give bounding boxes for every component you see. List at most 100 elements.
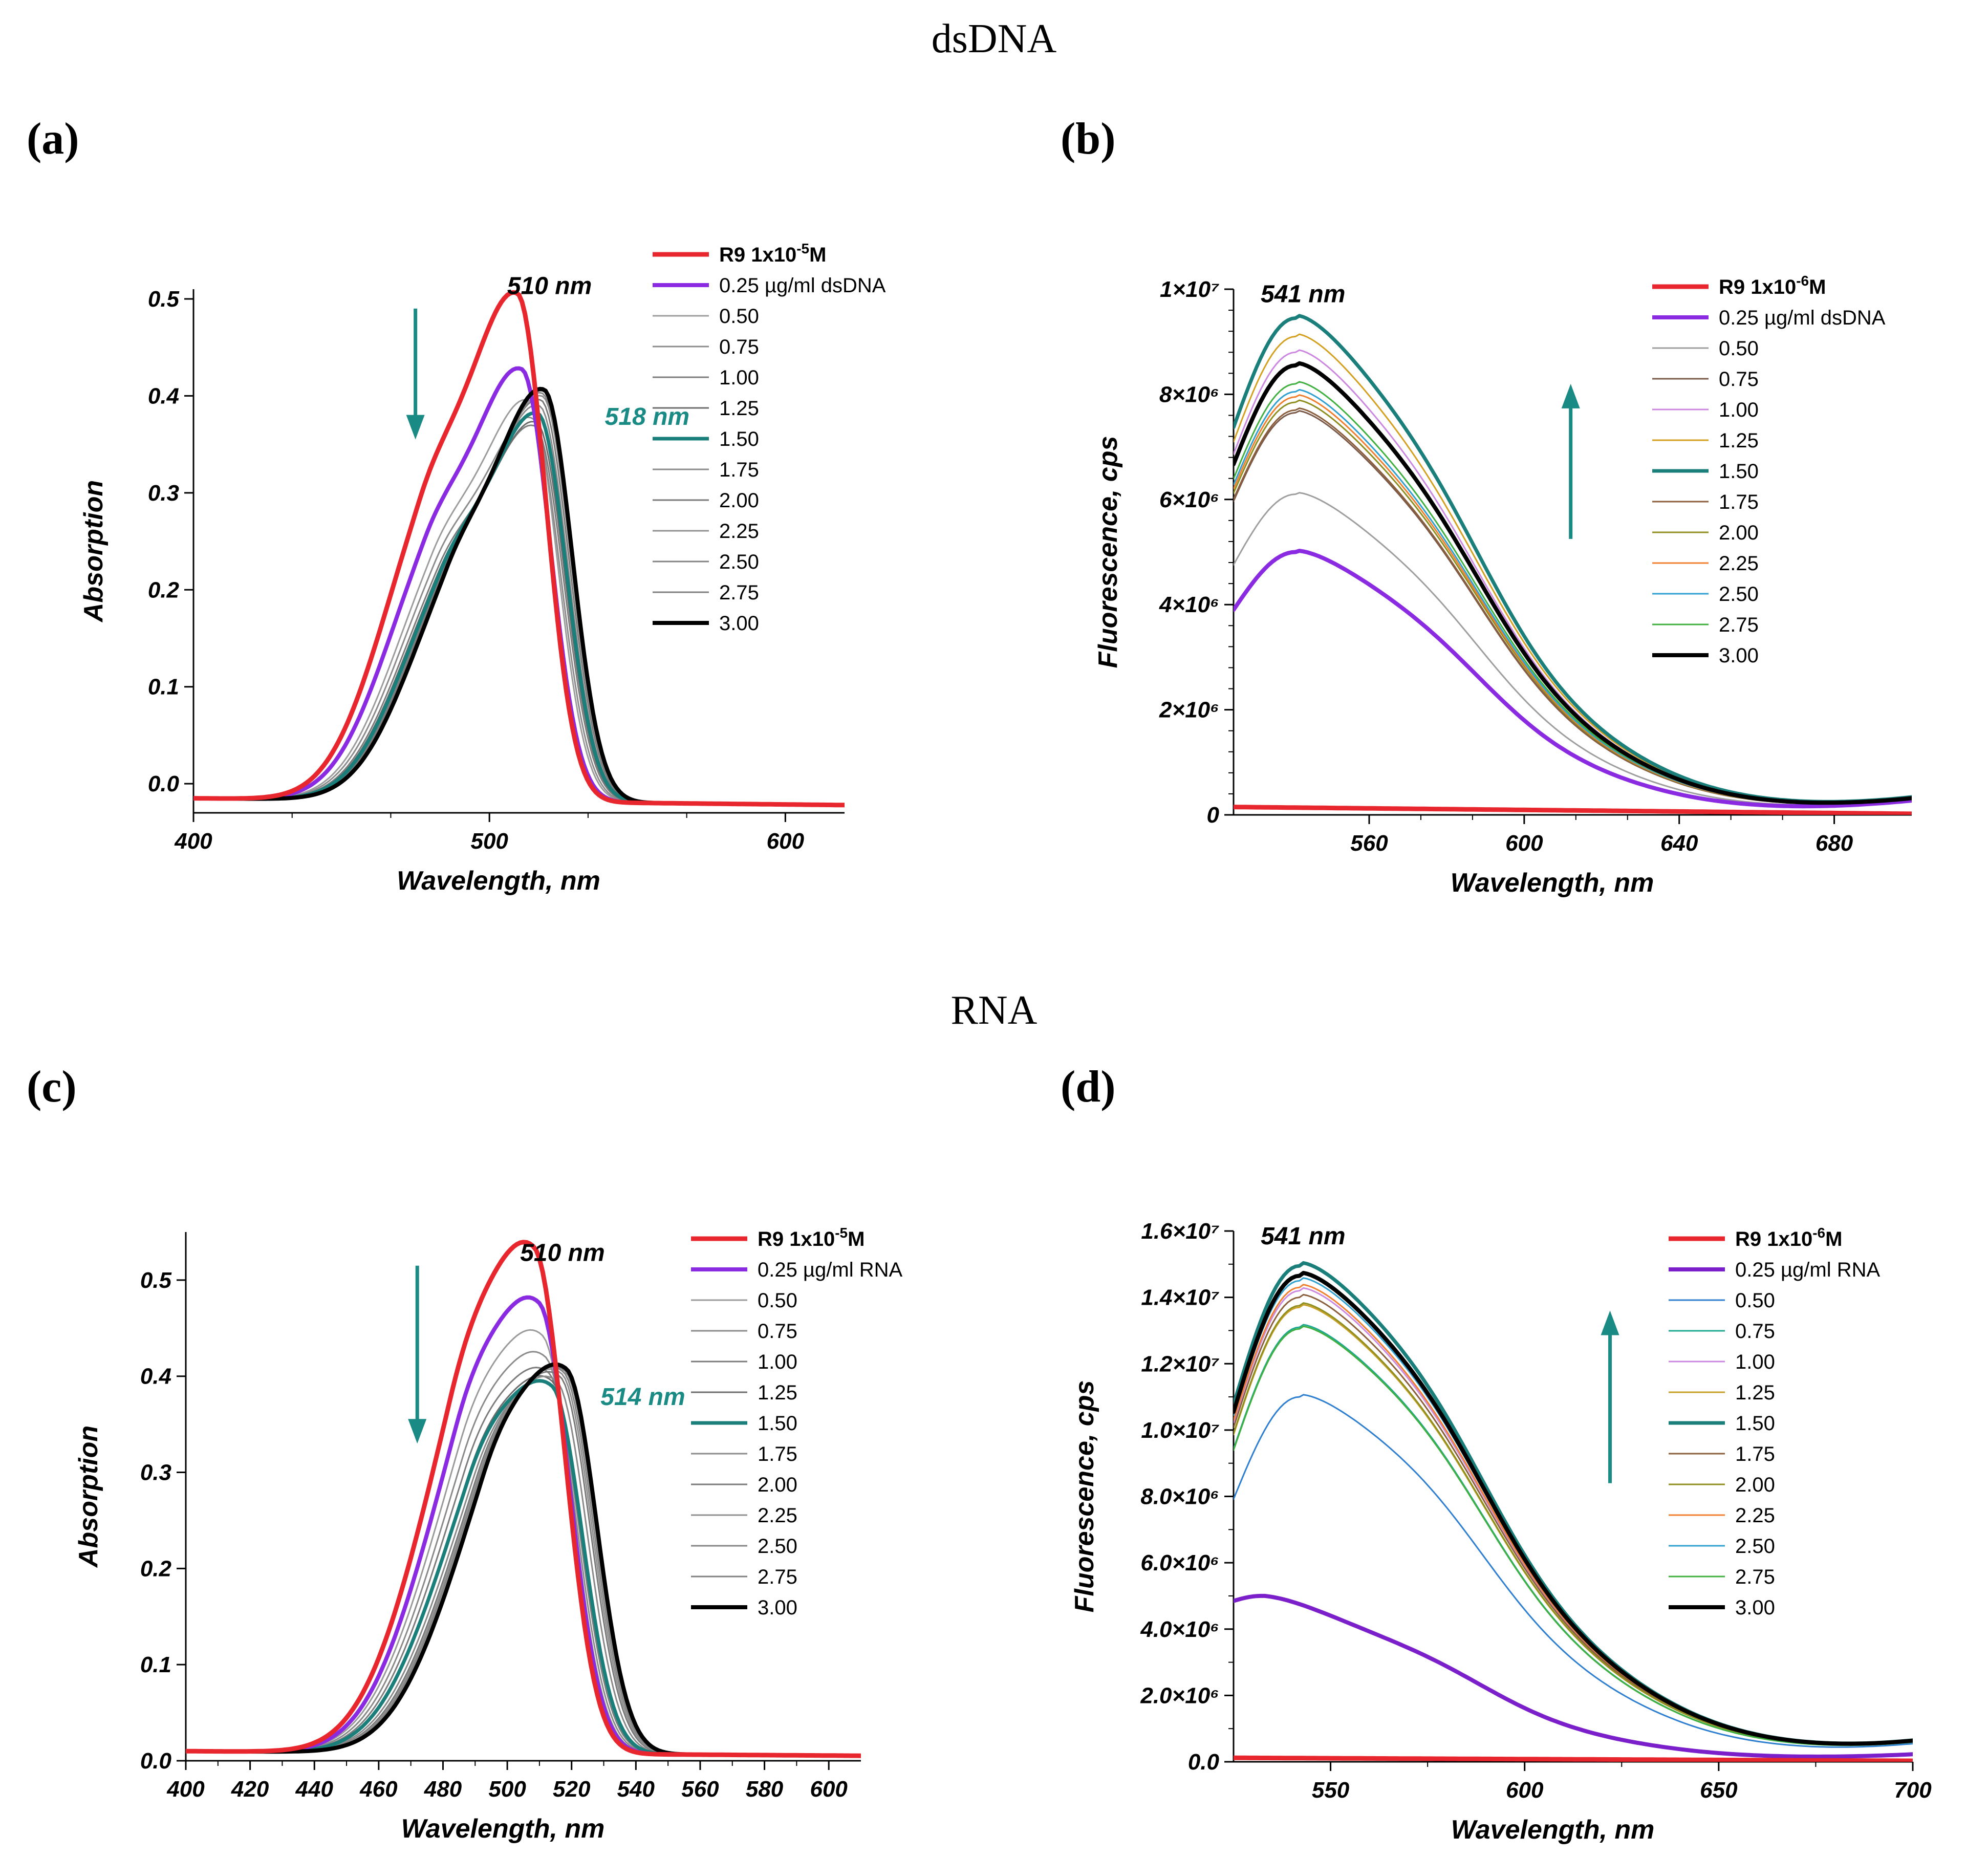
legend-label: 1.50 [1719,460,1759,483]
series-line-9 [1234,1284,1913,1745]
plot-area [1234,314,1912,815]
peak-annotation: 510 nm [520,1239,604,1266]
legend-label: 1.50 [1735,1412,1775,1435]
legend-label: 1.00 [1719,399,1759,421]
x-tick-label: 460 [359,1777,398,1802]
chart-d: 550 600 650 700 0.0 2.0×10⁶ 4.0×10⁶ 6.0×10⁶ 8.0×… [1070,1219,1932,1845]
y-tick-label: 6×10⁶ [1159,487,1219,512]
legend-label: 2.00 [1719,522,1759,544]
legend-label: 2.00 [1735,1474,1775,1496]
legend-label: 2.50 [1735,1535,1775,1558]
series-line-0 [186,1240,861,1758]
x-tick-label: 640 [1660,831,1698,856]
x-tick-label: 400 [174,829,212,854]
legend-label: R9 1x10-6M [1719,273,1826,298]
legend-label: 0.50 [758,1289,797,1312]
legend-label: 2.75 [1719,614,1759,636]
y-axis-label: Fluorescence, cps [1093,436,1123,668]
legend-label: 0.50 [1719,337,1759,360]
panel-label-b: (b) [1061,114,1116,164]
legend-label: 2.25 [758,1504,797,1527]
trend-arrow-head [406,415,425,440]
legend-label: 1.00 [719,366,759,389]
x-tick-label: 600 [810,1777,848,1802]
y-axis-label: Fluorescence, cps [1070,1380,1099,1613]
series-line-1 [1234,1593,1913,1759]
plot-area [1234,1261,1913,1762]
peak-annotation: 510 nm [507,272,592,299]
legend-label: 2.00 [758,1474,797,1496]
legend-label: 2.25 [719,520,759,543]
series-line-0 [193,290,845,808]
x-tick-label: 400 [166,1777,205,1802]
series-line-5 [1234,1304,1913,1745]
series-line-1 [1234,549,1912,809]
legend-label: 2.50 [1719,583,1759,606]
x-axis-label: Wavelength, nm [1451,868,1654,898]
legend-label: 3.00 [719,612,759,635]
section-title-rna: RNA [951,988,1038,1033]
series-line-3 [1234,410,1912,805]
legend-label: 3.00 [758,1596,797,1619]
legend-label: 1.75 [758,1443,797,1465]
x-axis-label: Wavelength, nm [401,1814,605,1844]
y-tick-label: 1.0×10⁷ [1141,1418,1219,1443]
y-tick-label: 0.2 [140,1556,172,1581]
legend-label: 3.00 [1735,1596,1775,1619]
legend-label: 1.75 [1735,1443,1775,1465]
series-line-12 [1234,1270,1913,1746]
x-tick-label: 500 [470,829,508,854]
x-axis-label: Wavelength, nm [1451,1815,1655,1845]
series-line-8 [1234,399,1912,805]
x-axis-label: Wavelength, nm [397,866,600,896]
legend-label: 1.00 [758,1351,797,1373]
x-tick-label: 700 [1894,1778,1932,1803]
series-line-2 [1234,492,1912,806]
legend-label: 2.75 [719,581,759,604]
series-line-6 [1234,1261,1913,1745]
series-line-12 [1234,361,1912,805]
legend-label: 1.00 [1735,1351,1775,1373]
x-tick-label: 480 [424,1777,462,1802]
trend-arrow-head [1601,1310,1619,1335]
y-tick-label: 0.4 [148,383,179,408]
y-tick-label: 8×10⁶ [1159,382,1219,407]
legend-label: 2.25 [1719,552,1759,575]
legend-label: 2.25 [1735,1504,1775,1527]
legend-label: 0.25 µg/ml dsDNA [1719,307,1886,329]
legend-label: 1.50 [719,428,759,450]
peak-annotation: 541 nm [1261,281,1345,308]
legend-label: 2.50 [758,1535,797,1558]
legend-label: 3.00 [1719,644,1759,667]
y-tick-label: 1×10⁷ [1160,277,1219,302]
y-axis-label: Absorption [74,1426,103,1568]
y-tick-label: 1.4×10⁷ [1141,1285,1219,1310]
y-tick-label: 0.3 [140,1460,171,1485]
legend-label: R9 1x10-5M [719,241,826,266]
panel-label-a: (a) [27,114,79,164]
panel-label-c: (c) [27,1062,77,1112]
y-tick-label: 0.0 [1188,1750,1220,1775]
series-line-0 [1234,1755,1913,1762]
series-line-11 [1234,381,1912,804]
legend-label: 2.50 [719,551,759,573]
legend-label: R9 1x10-6M [1735,1225,1842,1250]
legend: R9 1x10-5M 0.25 µg/ml dsDNA 0.50 0.75 1.00 1.… [653,241,886,635]
section-title-dsdna: dsDNA [932,16,1057,61]
series-line-0 [1234,805,1912,815]
series-line-7 [1234,407,1912,805]
legend-label: 1.25 [719,397,759,420]
y-tick-label: 6.0×10⁶ [1140,1550,1219,1575]
peak-annotation: 514 nm [600,1384,685,1411]
x-tick-label: 680 [1816,831,1853,856]
legend-label: 1.25 [1735,1381,1775,1404]
y-tick-label: 0.1 [148,675,179,700]
y-tick-label: 2.0×10⁶ [1140,1683,1219,1708]
legend-label: 2.00 [719,489,759,512]
legend-label: 0.25 µg/ml RNA [1735,1259,1880,1281]
legend-label: 0.50 [1735,1289,1775,1312]
panel-label-d: (d) [1061,1062,1116,1112]
y-tick-label: 8.0×10⁶ [1140,1484,1219,1509]
legend-label: 1.50 [758,1412,797,1435]
